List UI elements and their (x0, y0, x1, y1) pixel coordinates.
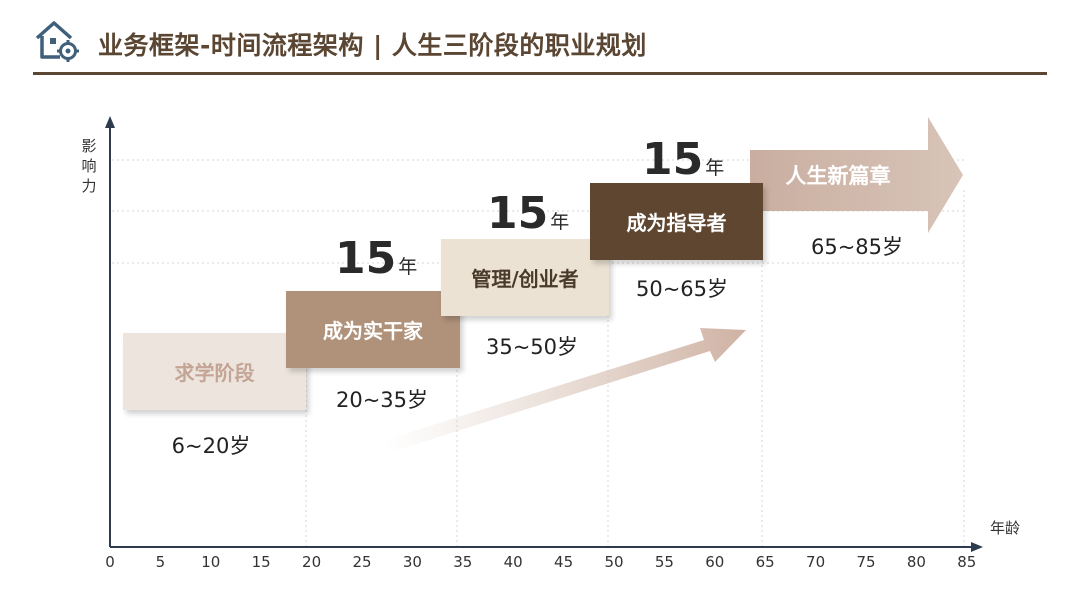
x-tick-label: 75 (856, 553, 876, 571)
stage-label: 求学阶段 (174, 361, 255, 385)
duration-label-doer: 15 年 (335, 233, 417, 284)
page-header: 业务框架-时间流程架构 | 人生三阶段的职业规划 (0, 0, 1080, 80)
stage-label: 成为实干家 (323, 319, 423, 343)
duration-label-mentor: 15 年 (642, 134, 724, 185)
x-tick-label: 25 (352, 553, 372, 571)
age-range-new-chapter: 65~85岁 (810, 235, 904, 259)
house-gear-icon (34, 18, 80, 62)
stage-label-new-chapter: 人生新篇章 (785, 164, 891, 188)
duration-label-manager: 15 年 (487, 188, 569, 239)
x-tick-label: 45 (554, 553, 574, 571)
x-tick-label: 40 (503, 553, 523, 571)
page-title: 业务框架-时间流程架构 | 人生三阶段的职业规划 (98, 31, 647, 60)
title-underline (33, 72, 1047, 75)
x-tick-label: 50 (604, 553, 624, 571)
x-axis-title: 年龄 (990, 519, 1021, 537)
stage-box-manager: 管理/创业者 (441, 239, 609, 316)
x-tick-label: 5 (155, 553, 166, 571)
x-tick-label: 60 (705, 553, 725, 571)
stage-box-doer: 成为实干家 (286, 291, 460, 368)
stage-label: 成为指导者 (626, 211, 727, 235)
duration-unit: 年 (398, 256, 418, 278)
x-tick-label: 35 (453, 553, 473, 571)
x-tick-label: 0 (105, 553, 115, 571)
duration-unit: 年 (550, 211, 570, 233)
age-range-mentor: 50~65岁 (635, 277, 729, 301)
x-tick-label: 30 (402, 553, 422, 571)
x-tick-label: 80 (906, 553, 926, 571)
x-tick-label: 70 (806, 553, 826, 571)
duration-unit: 年 (705, 157, 725, 179)
x-tick-label: 15 (251, 553, 271, 571)
x-tick-label: 65 (755, 553, 775, 571)
duration-value: 15 (642, 134, 704, 185)
stage-box-study: 求学阶段 (123, 333, 306, 410)
y-axis-title: 影响力 (81, 137, 97, 195)
age-range-study: 6~20岁 (171, 434, 251, 458)
duration-value: 15 (487, 188, 549, 239)
x-tick-label: 55 (654, 553, 674, 571)
x-tick-label: 10 (201, 553, 221, 571)
stage-label: 管理/创业者 (471, 267, 579, 291)
duration-value: 15 (335, 233, 397, 284)
age-range-manager: 35~50岁 (485, 335, 579, 359)
stage-box-mentor: 成为指导者 (590, 183, 763, 260)
x-tick-label: 85 (957, 553, 977, 571)
x-tick-label: 20 (302, 553, 322, 571)
age-range-doer: 20~35岁 (335, 388, 429, 412)
